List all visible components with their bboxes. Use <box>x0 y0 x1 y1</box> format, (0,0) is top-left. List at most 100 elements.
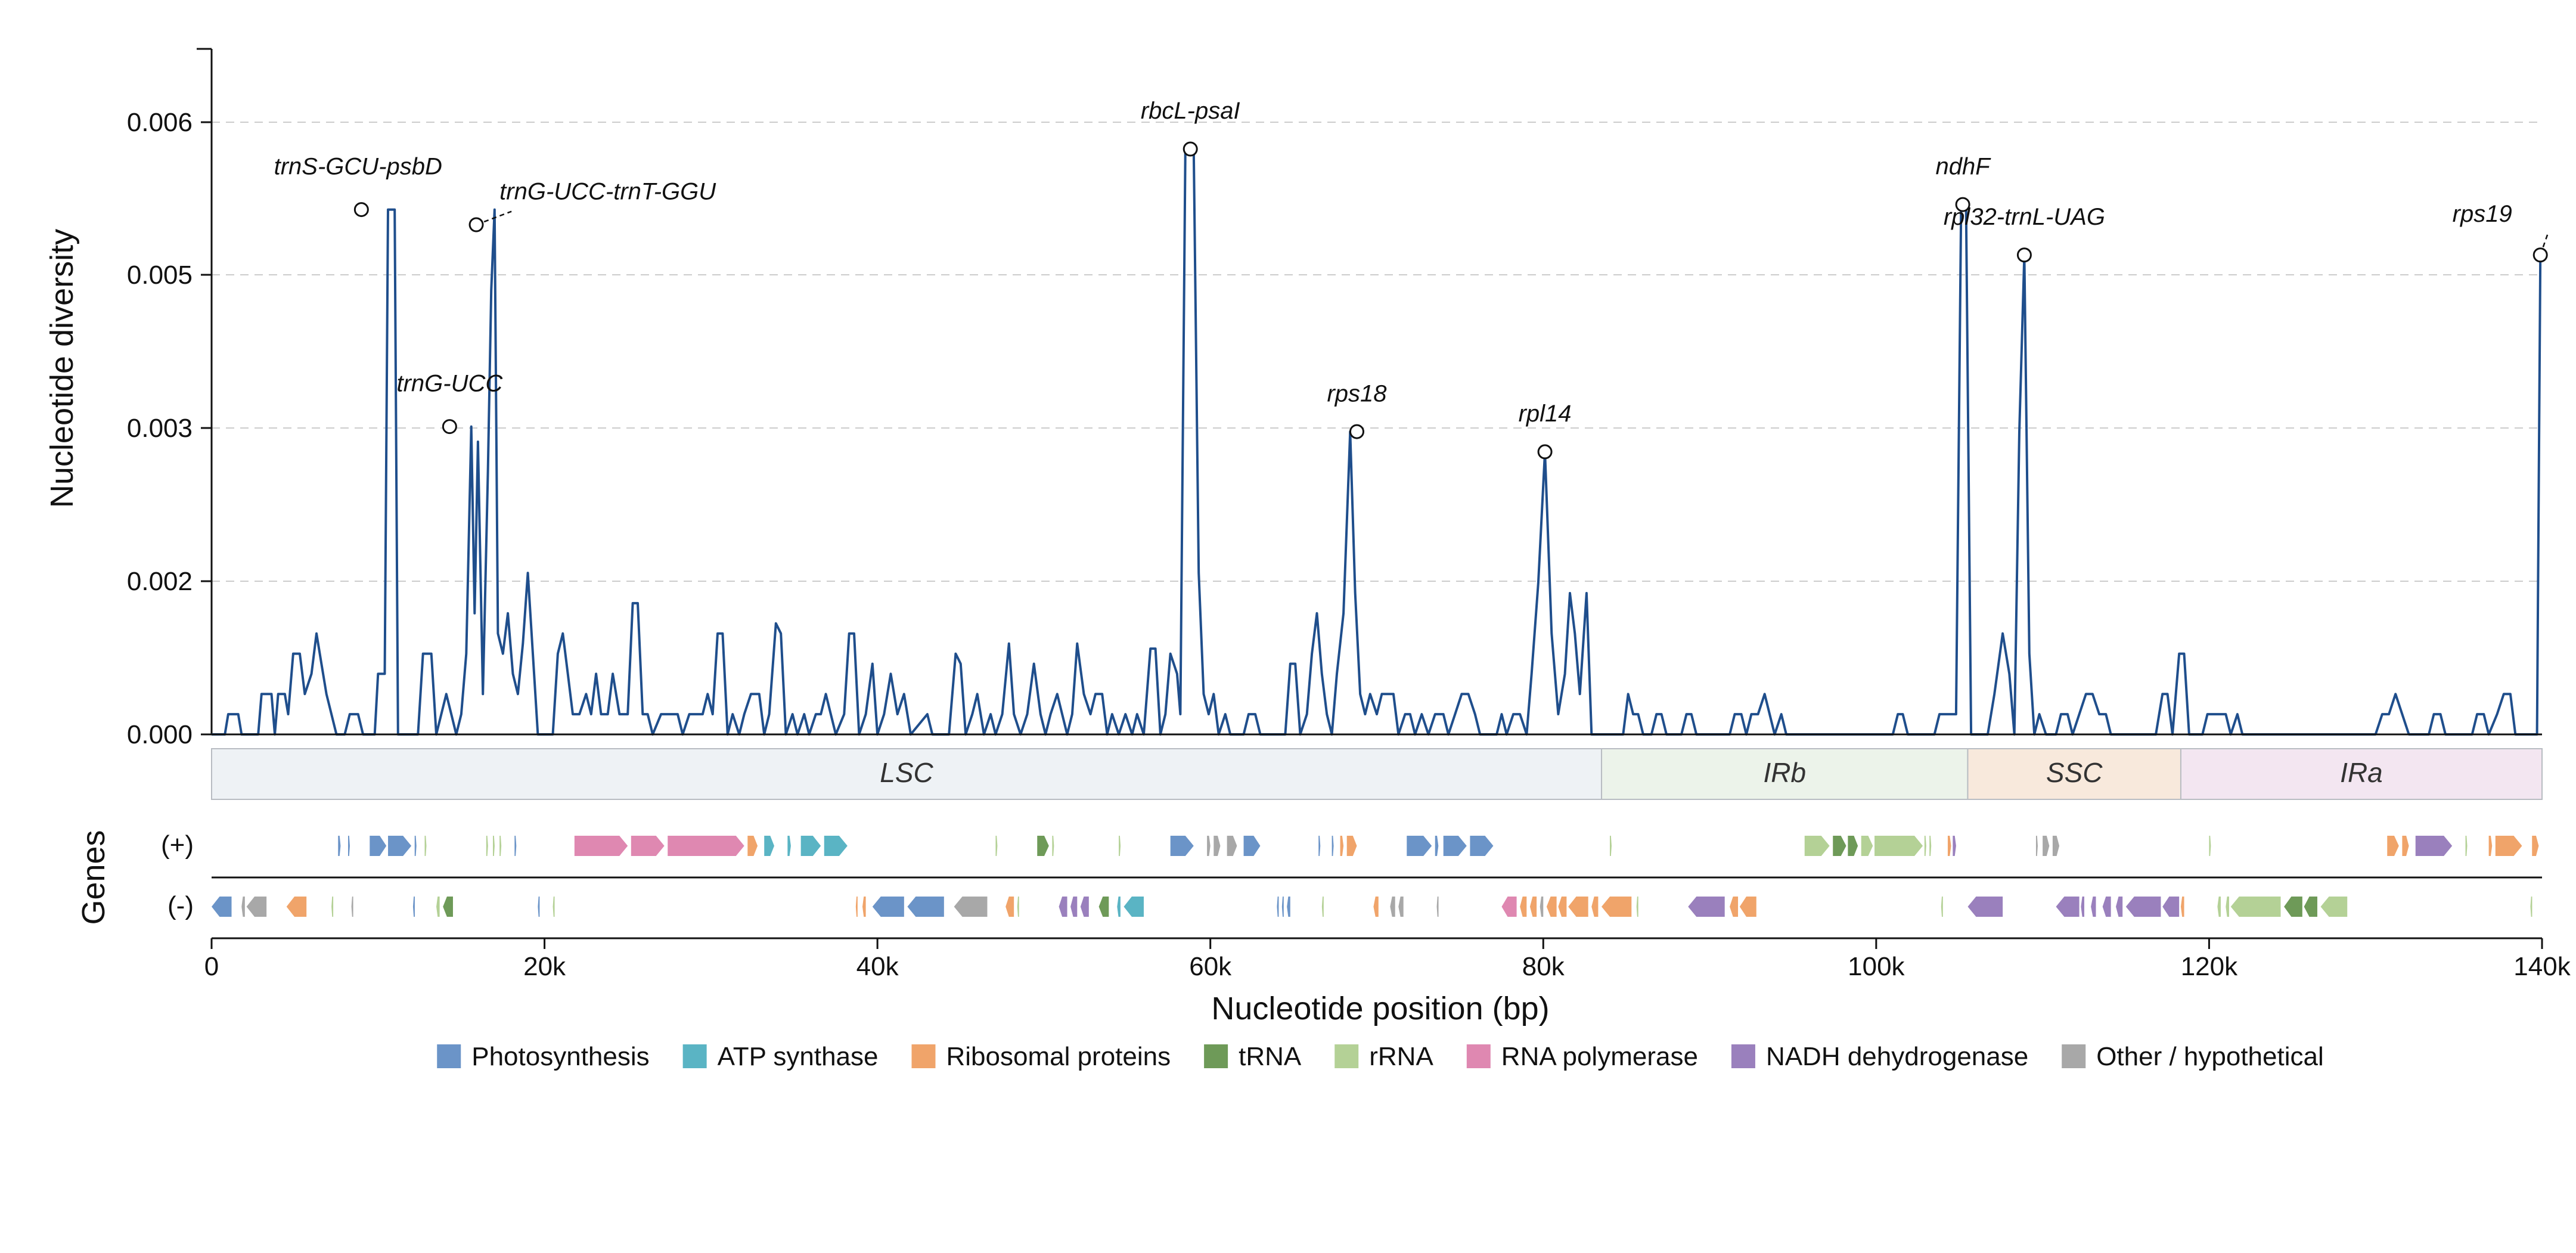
gene-arrow <box>486 836 488 856</box>
gene-arrow <box>1170 836 1194 856</box>
gene-arrow <box>1017 897 1019 917</box>
gene-arrow <box>1005 897 1014 917</box>
peak-marker <box>2532 247 2548 263</box>
gene-arrow <box>1602 897 1632 917</box>
gene-arrow <box>872 897 904 917</box>
gene-arrow <box>1730 897 1739 917</box>
gene-arrow <box>1052 836 1054 856</box>
gene-arrow <box>414 836 417 856</box>
gene-arrow <box>286 897 307 917</box>
strand-plus-label: (+) <box>161 830 194 860</box>
gene-arrow <box>1332 836 1334 856</box>
peak-label: rps18 <box>1327 380 1387 407</box>
gene-arrow <box>2402 836 2409 856</box>
peak-annotations: trnS-GCU-psbD trnG-UCC-trnT-GGU trnG-UCC rb… <box>274 98 2549 460</box>
legend-label: NADH dehydrogenase <box>1766 1042 2028 1071</box>
gene-arrow <box>1529 897 1537 917</box>
legend-swatch <box>1731 1044 1755 1068</box>
legend-label: RNA polymerase <box>1501 1042 1698 1071</box>
gene-arrow <box>2081 897 2084 917</box>
gene-arrow <box>1037 836 1049 856</box>
legend-item: ATP synthase <box>682 1042 878 1071</box>
gene-arrow <box>443 897 453 917</box>
peak-label: trnG-UCC-trnT-GGU <box>499 179 716 205</box>
gene-arrow <box>538 897 540 917</box>
gene-arrow <box>514 836 517 856</box>
gene-arrow <box>2043 836 2050 856</box>
legend-swatch <box>911 1044 936 1068</box>
x-tick-label: 20k <box>523 952 566 981</box>
region-label: IRb <box>1763 757 1806 788</box>
gene-arrow <box>907 897 944 917</box>
gene-arrow <box>787 836 791 856</box>
y-tick-label: 0.000 <box>127 720 193 749</box>
gene-arrow <box>2532 836 2539 856</box>
y-tick-label: 0.002 <box>127 567 193 596</box>
gene-arrow <box>1636 897 1638 917</box>
legend: Photosynthesis ATP synthase Ribosomal prot… <box>437 1042 2324 1071</box>
legend-item: NADH dehydrogenase <box>1731 1042 2028 1071</box>
gene-arrow <box>1947 836 1951 856</box>
legend-label: tRNA <box>1239 1042 1302 1071</box>
peak-label: rbcL-psaI <box>1141 98 1240 124</box>
x-axis: 0 20k 40k 60k 80k 100k 120k 140k <box>204 733 2571 981</box>
gene-arrow <box>1443 836 1467 856</box>
gene-arrow <box>1941 897 1943 917</box>
legend-item: Other / hypothetical <box>2062 1042 2324 1071</box>
gene-arrow <box>1243 836 1261 856</box>
legend-swatch <box>1334 1044 1359 1068</box>
gene-arrow <box>1874 836 1923 856</box>
gene-arrow <box>1953 836 1956 856</box>
gene-arrow <box>1610 836 1612 856</box>
gene-arrow <box>1070 897 1078 917</box>
gene-arrow <box>1340 836 1344 856</box>
legend-swatch <box>1466 1044 1491 1068</box>
gene-arrow <box>499 836 502 856</box>
gene-arrow <box>747 836 758 856</box>
y-tick-label: 0.003 <box>127 414 193 443</box>
gene-arrow <box>1501 897 1517 917</box>
gene-arrow <box>1119 836 1121 856</box>
gene-arrow <box>1080 897 1089 917</box>
gene-arrow <box>1967 897 2003 917</box>
diversity-series-line <box>212 148 2542 736</box>
gene-arrow <box>1287 897 1290 917</box>
gene-arrow <box>1436 897 1439 917</box>
gene-arrow <box>1059 897 1067 917</box>
gene-arrow <box>1346 836 1357 856</box>
gene-arrow <box>1407 836 1432 856</box>
peak-marker <box>1349 424 1364 439</box>
gene-arrow <box>2415 836 2453 856</box>
gene-arrow <box>1739 897 1756 917</box>
diversity-line <box>212 148 2542 736</box>
gene-arrow <box>1929 836 1932 856</box>
gene-arrow <box>2320 897 2348 917</box>
gene-arrow <box>331 897 334 917</box>
region-track: LSC IRb SSC IRa <box>211 748 2543 800</box>
x-axis-title: Nucleotide position (bp) <box>1211 991 1549 1026</box>
peak-marker <box>353 202 369 218</box>
gene-arrow <box>2056 897 2080 917</box>
gene-arrow <box>351 897 353 917</box>
legend-label: rRNA <box>1369 1042 1433 1071</box>
x-tick-label: 80k <box>1522 952 1565 981</box>
gene-arrow <box>1848 836 1858 856</box>
x-tick-label: 0 <box>204 952 219 981</box>
peak-label: ndhF <box>1935 153 1991 179</box>
region-box <box>2180 748 2543 800</box>
gene-arrow <box>1540 897 1544 917</box>
peak-marker <box>442 419 457 435</box>
gene-arrow <box>1924 836 1926 856</box>
x-tick-label: 140k <box>2513 952 2571 981</box>
gene-arrow <box>1227 836 1237 856</box>
gene-arrow <box>2495 836 2522 856</box>
gene-arrow <box>954 897 988 917</box>
peak-leader-line <box>476 210 512 226</box>
gene-arrow <box>800 836 821 856</box>
gene-arrow <box>338 836 341 856</box>
gene-arrow <box>412 897 415 917</box>
gene-arrow <box>1123 897 1144 917</box>
y-axis-title: Nucleotide diversity <box>44 229 80 508</box>
gene-arrow <box>2530 897 2532 917</box>
gene-arrow <box>2465 836 2468 856</box>
